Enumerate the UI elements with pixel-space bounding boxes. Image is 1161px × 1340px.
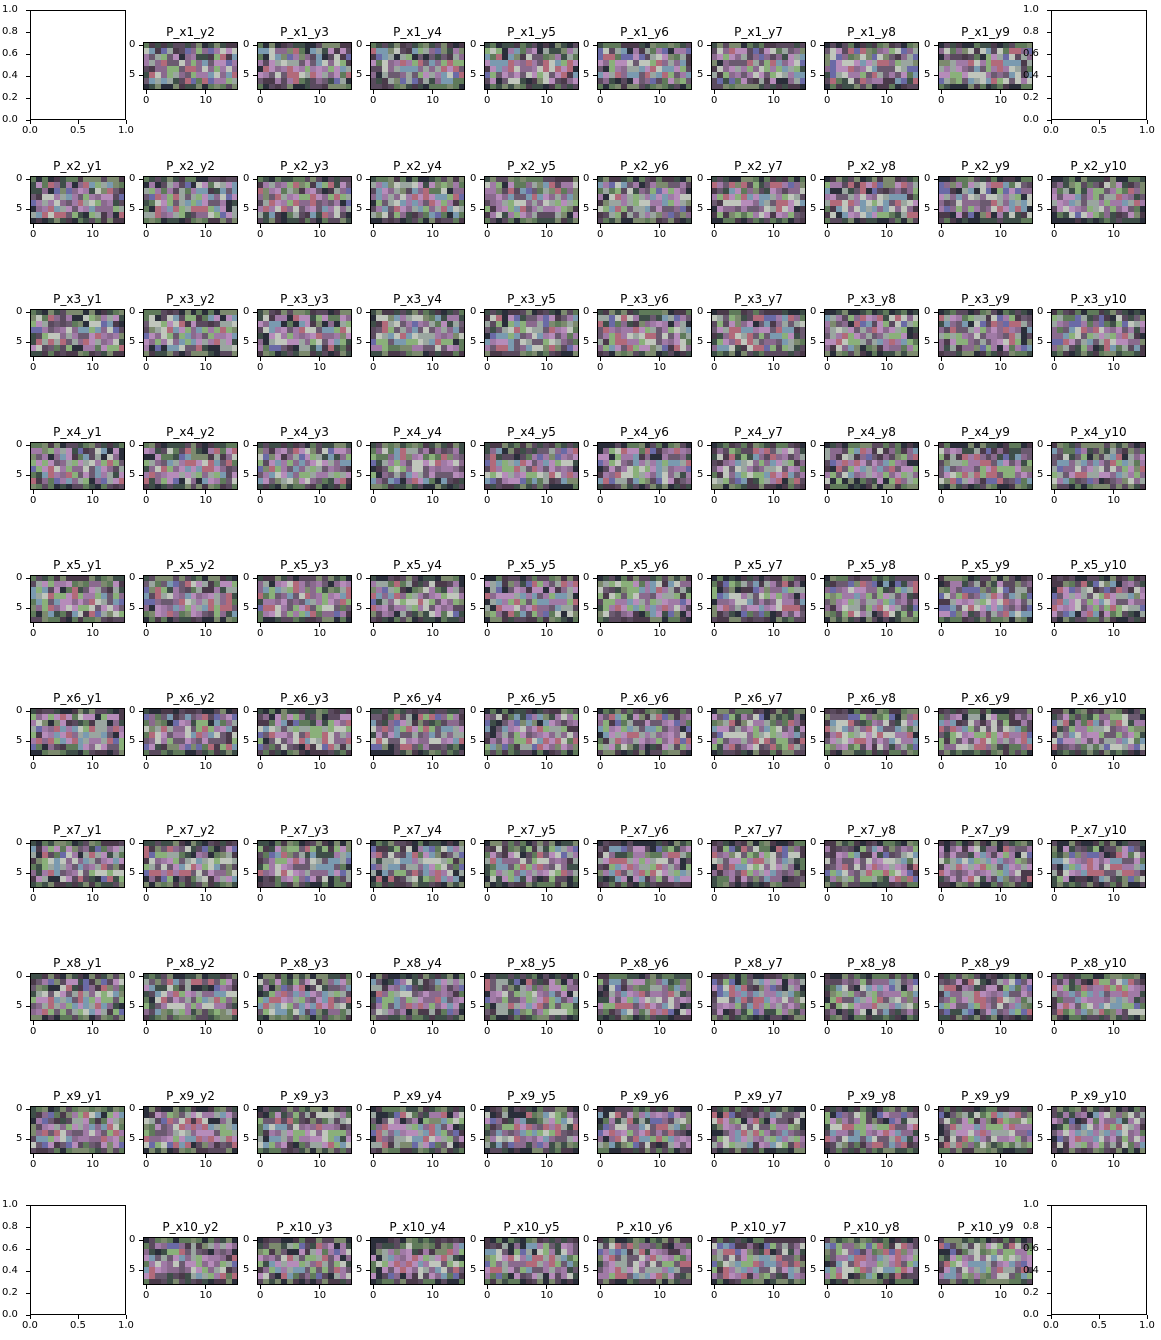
- x-tick-label: 0: [597, 95, 603, 106]
- x-tick: [260, 90, 261, 94]
- x-tick: [659, 90, 660, 94]
- x-tick-label: 1.0: [118, 125, 134, 136]
- y-tick-label: 5: [470, 69, 476, 80]
- x-tick: [319, 90, 320, 94]
- x-tick: [432, 90, 433, 94]
- y-tick-label: 5: [129, 69, 135, 80]
- empty-axes-frame: [30, 10, 126, 120]
- y-tick: [480, 45, 484, 46]
- y-tick: [253, 75, 257, 76]
- y-tick-label: 0: [356, 39, 362, 50]
- y-tick-label: 0: [583, 39, 589, 50]
- x-tick-label: 10: [199, 95, 212, 106]
- y-tick-label: 0.6: [2, 48, 18, 59]
- panel-frame: [370, 42, 465, 90]
- x-tick: [546, 90, 547, 94]
- x-tick: [487, 90, 488, 94]
- y-tick: [26, 32, 30, 33]
- x-tick-label: 0.0: [22, 125, 38, 136]
- x-tick-label: 10: [540, 95, 553, 106]
- y-tick-label: 0: [470, 39, 476, 50]
- x-tick-label: 0: [370, 95, 376, 106]
- y-tick-label: 0: [129, 39, 135, 50]
- panel-title: P_x1_y6: [587, 25, 702, 39]
- y-tick: [26, 10, 30, 11]
- y-tick-label: 0.4: [2, 70, 18, 81]
- y-tick: [26, 76, 30, 77]
- y-tick-label: 0: [243, 39, 249, 50]
- y-tick: [139, 45, 143, 46]
- x-tick: [205, 90, 206, 94]
- x-tick: [600, 90, 601, 94]
- y-tick: [366, 75, 370, 76]
- x-tick-label: 10: [426, 95, 439, 106]
- y-tick-label: 5: [356, 69, 362, 80]
- x-tick-label: 0: [484, 95, 490, 106]
- panel-title: P_x1_y4: [360, 25, 475, 39]
- y-tick: [366, 45, 370, 46]
- panel-frame: [597, 42, 692, 90]
- panel-title: P_x1_y7: [701, 25, 816, 39]
- x-tick-label: 10: [313, 95, 326, 106]
- panel-title: P_x1_y2: [133, 25, 248, 39]
- x-tick-label: 10: [653, 95, 666, 106]
- x-tick-label: 0: [143, 95, 149, 106]
- x-tick: [30, 120, 31, 124]
- y-tick-label: 5: [243, 69, 249, 80]
- y-tick-label: 0.0: [2, 114, 18, 125]
- y-tick-label: 0.8: [2, 26, 18, 37]
- y-tick-label: 0.2: [2, 92, 18, 103]
- panel-frame: [257, 42, 352, 90]
- panel-frame: [484, 42, 579, 90]
- y-tick: [480, 75, 484, 76]
- x-tick-label: 0: [257, 95, 263, 106]
- panel-frame: [143, 42, 238, 90]
- y-tick-label: 1.0: [2, 4, 18, 15]
- x-tick: [373, 90, 374, 94]
- y-tick: [26, 54, 30, 55]
- y-tick: [593, 75, 597, 76]
- y-tick-label: 5: [583, 69, 589, 80]
- x-tick-label: 0.5: [70, 125, 86, 136]
- y-tick: [139, 75, 143, 76]
- y-tick: [593, 45, 597, 46]
- y-tick: [253, 45, 257, 46]
- panel-title: P_x1_y3: [247, 25, 362, 39]
- x-tick: [126, 120, 127, 124]
- y-tick: [26, 98, 30, 99]
- x-tick: [146, 90, 147, 94]
- x-tick: [78, 120, 79, 124]
- panel-title: P_x1_y5: [474, 25, 589, 39]
